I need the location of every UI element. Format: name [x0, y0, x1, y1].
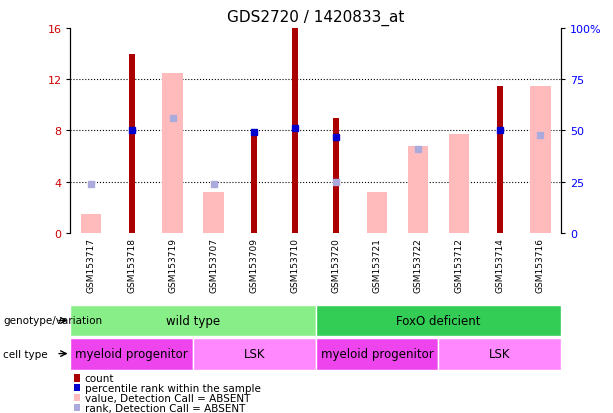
Text: percentile rank within the sample: percentile rank within the sample [85, 383, 261, 393]
Bar [292, 29, 299, 233]
Bar [333, 119, 339, 233]
Text: count: count [85, 373, 114, 383]
Text: value, Detection Call = ABSENT: value, Detection Call = ABSENT [85, 393, 250, 403]
Text: genotype/variation: genotype/variation [3, 316, 102, 325]
Bar [81, 214, 101, 233]
Text: LSK: LSK [243, 347, 265, 360]
Bar [449, 135, 469, 233]
Text: GSM153710: GSM153710 [291, 237, 300, 292]
Text: FoxO deficient: FoxO deficient [396, 314, 481, 327]
Text: wild type: wild type [166, 314, 220, 327]
Text: LSK: LSK [489, 347, 511, 360]
Bar [162, 74, 183, 233]
Bar [438, 338, 561, 370]
Text: GSM153716: GSM153716 [536, 237, 545, 292]
Bar [251, 131, 257, 233]
Bar [204, 192, 224, 233]
Bar [408, 147, 428, 233]
Bar [70, 305, 316, 337]
Bar [193, 338, 316, 370]
Text: GSM153709: GSM153709 [250, 237, 259, 292]
Text: GSM153722: GSM153722 [413, 237, 422, 292]
Text: GSM153717: GSM153717 [86, 237, 96, 292]
Text: GSM153719: GSM153719 [168, 237, 177, 292]
Text: GSM153718: GSM153718 [128, 237, 136, 292]
Text: GSM153714: GSM153714 [495, 237, 504, 292]
Text: GSM153707: GSM153707 [209, 237, 218, 292]
Title: GDS2720 / 1420833_at: GDS2720 / 1420833_at [227, 10, 405, 26]
Text: GSM153720: GSM153720 [332, 237, 341, 292]
Text: cell type: cell type [3, 349, 48, 359]
Text: myeloid progenitor: myeloid progenitor [321, 347, 433, 360]
Bar [497, 86, 503, 233]
Bar [129, 55, 135, 233]
Bar [316, 305, 561, 337]
Bar [70, 338, 193, 370]
Bar [316, 338, 438, 370]
Bar [530, 86, 550, 233]
Bar [367, 192, 387, 233]
Text: myeloid progenitor: myeloid progenitor [75, 347, 188, 360]
Text: rank, Detection Call = ABSENT: rank, Detection Call = ABSENT [85, 403, 245, 413]
Text: GSM153721: GSM153721 [373, 237, 381, 292]
Text: GSM153712: GSM153712 [454, 237, 463, 292]
